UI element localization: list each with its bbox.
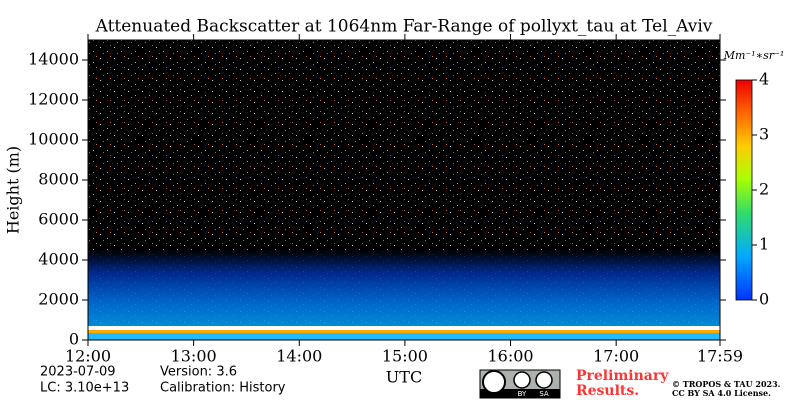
x-tick-label: 14:00 bbox=[276, 347, 322, 366]
logo-sa: SA bbox=[539, 390, 549, 398]
y-tick-label: 2000 bbox=[38, 290, 79, 309]
logo-by: BY bbox=[518, 390, 527, 398]
y-tick-label: 8000 bbox=[38, 170, 79, 189]
x-axis-label: UTC bbox=[386, 368, 422, 387]
x-tick-label: 17:00 bbox=[593, 347, 639, 366]
colorbar-tick-label: 3 bbox=[759, 125, 769, 144]
date: 2023-07-09 bbox=[40, 365, 116, 380]
colorbar-tick-label: 1 bbox=[759, 235, 769, 254]
y-tick-label: 14000 bbox=[28, 50, 79, 69]
preliminary: Preliminary bbox=[576, 368, 669, 384]
x-tick-label: 16:00 bbox=[487, 347, 533, 366]
y-tick-label: 10000 bbox=[28, 130, 79, 149]
colorbar-tick-label: 2 bbox=[759, 180, 769, 199]
preliminary: Results. bbox=[576, 383, 639, 399]
colorbar bbox=[735, 79, 753, 301]
y-tick-label: 4000 bbox=[38, 250, 79, 269]
y-tick-label: 6000 bbox=[38, 210, 79, 229]
x-tick-label: 12:00 bbox=[65, 347, 111, 366]
colorbar-label: Mm⁻¹∗sr⁻¹ bbox=[723, 49, 785, 62]
calibration: Calibration: History bbox=[160, 381, 286, 396]
chart-title: Attenuated Backscatter at 1064nm Far-Ran… bbox=[95, 17, 713, 37]
y-axis-label: Height (m) bbox=[4, 146, 23, 234]
y-tick-label: 12000 bbox=[28, 90, 79, 109]
heatmap bbox=[88, 40, 720, 340]
plot-frame bbox=[87, 39, 721, 341]
colorbar-tick-label: 0 bbox=[759, 290, 769, 309]
x-tick-label: 13:00 bbox=[171, 347, 217, 366]
version: Version: 3.6 bbox=[160, 365, 237, 380]
y-tick-label: 0 bbox=[69, 330, 79, 349]
x-tick-label: 15:00 bbox=[382, 347, 428, 366]
license-logo: BY SA bbox=[479, 369, 561, 399]
copyright: © TROPOS & TAU 2023. bbox=[672, 379, 781, 389]
copyright: CC BY SA 4.0 License. bbox=[672, 388, 771, 398]
colorbar-tick-label: 4 bbox=[759, 70, 769, 89]
lidar-constant: LC: 3.10e+13 bbox=[40, 381, 129, 396]
x-tick-label: 17:59 bbox=[697, 347, 743, 366]
